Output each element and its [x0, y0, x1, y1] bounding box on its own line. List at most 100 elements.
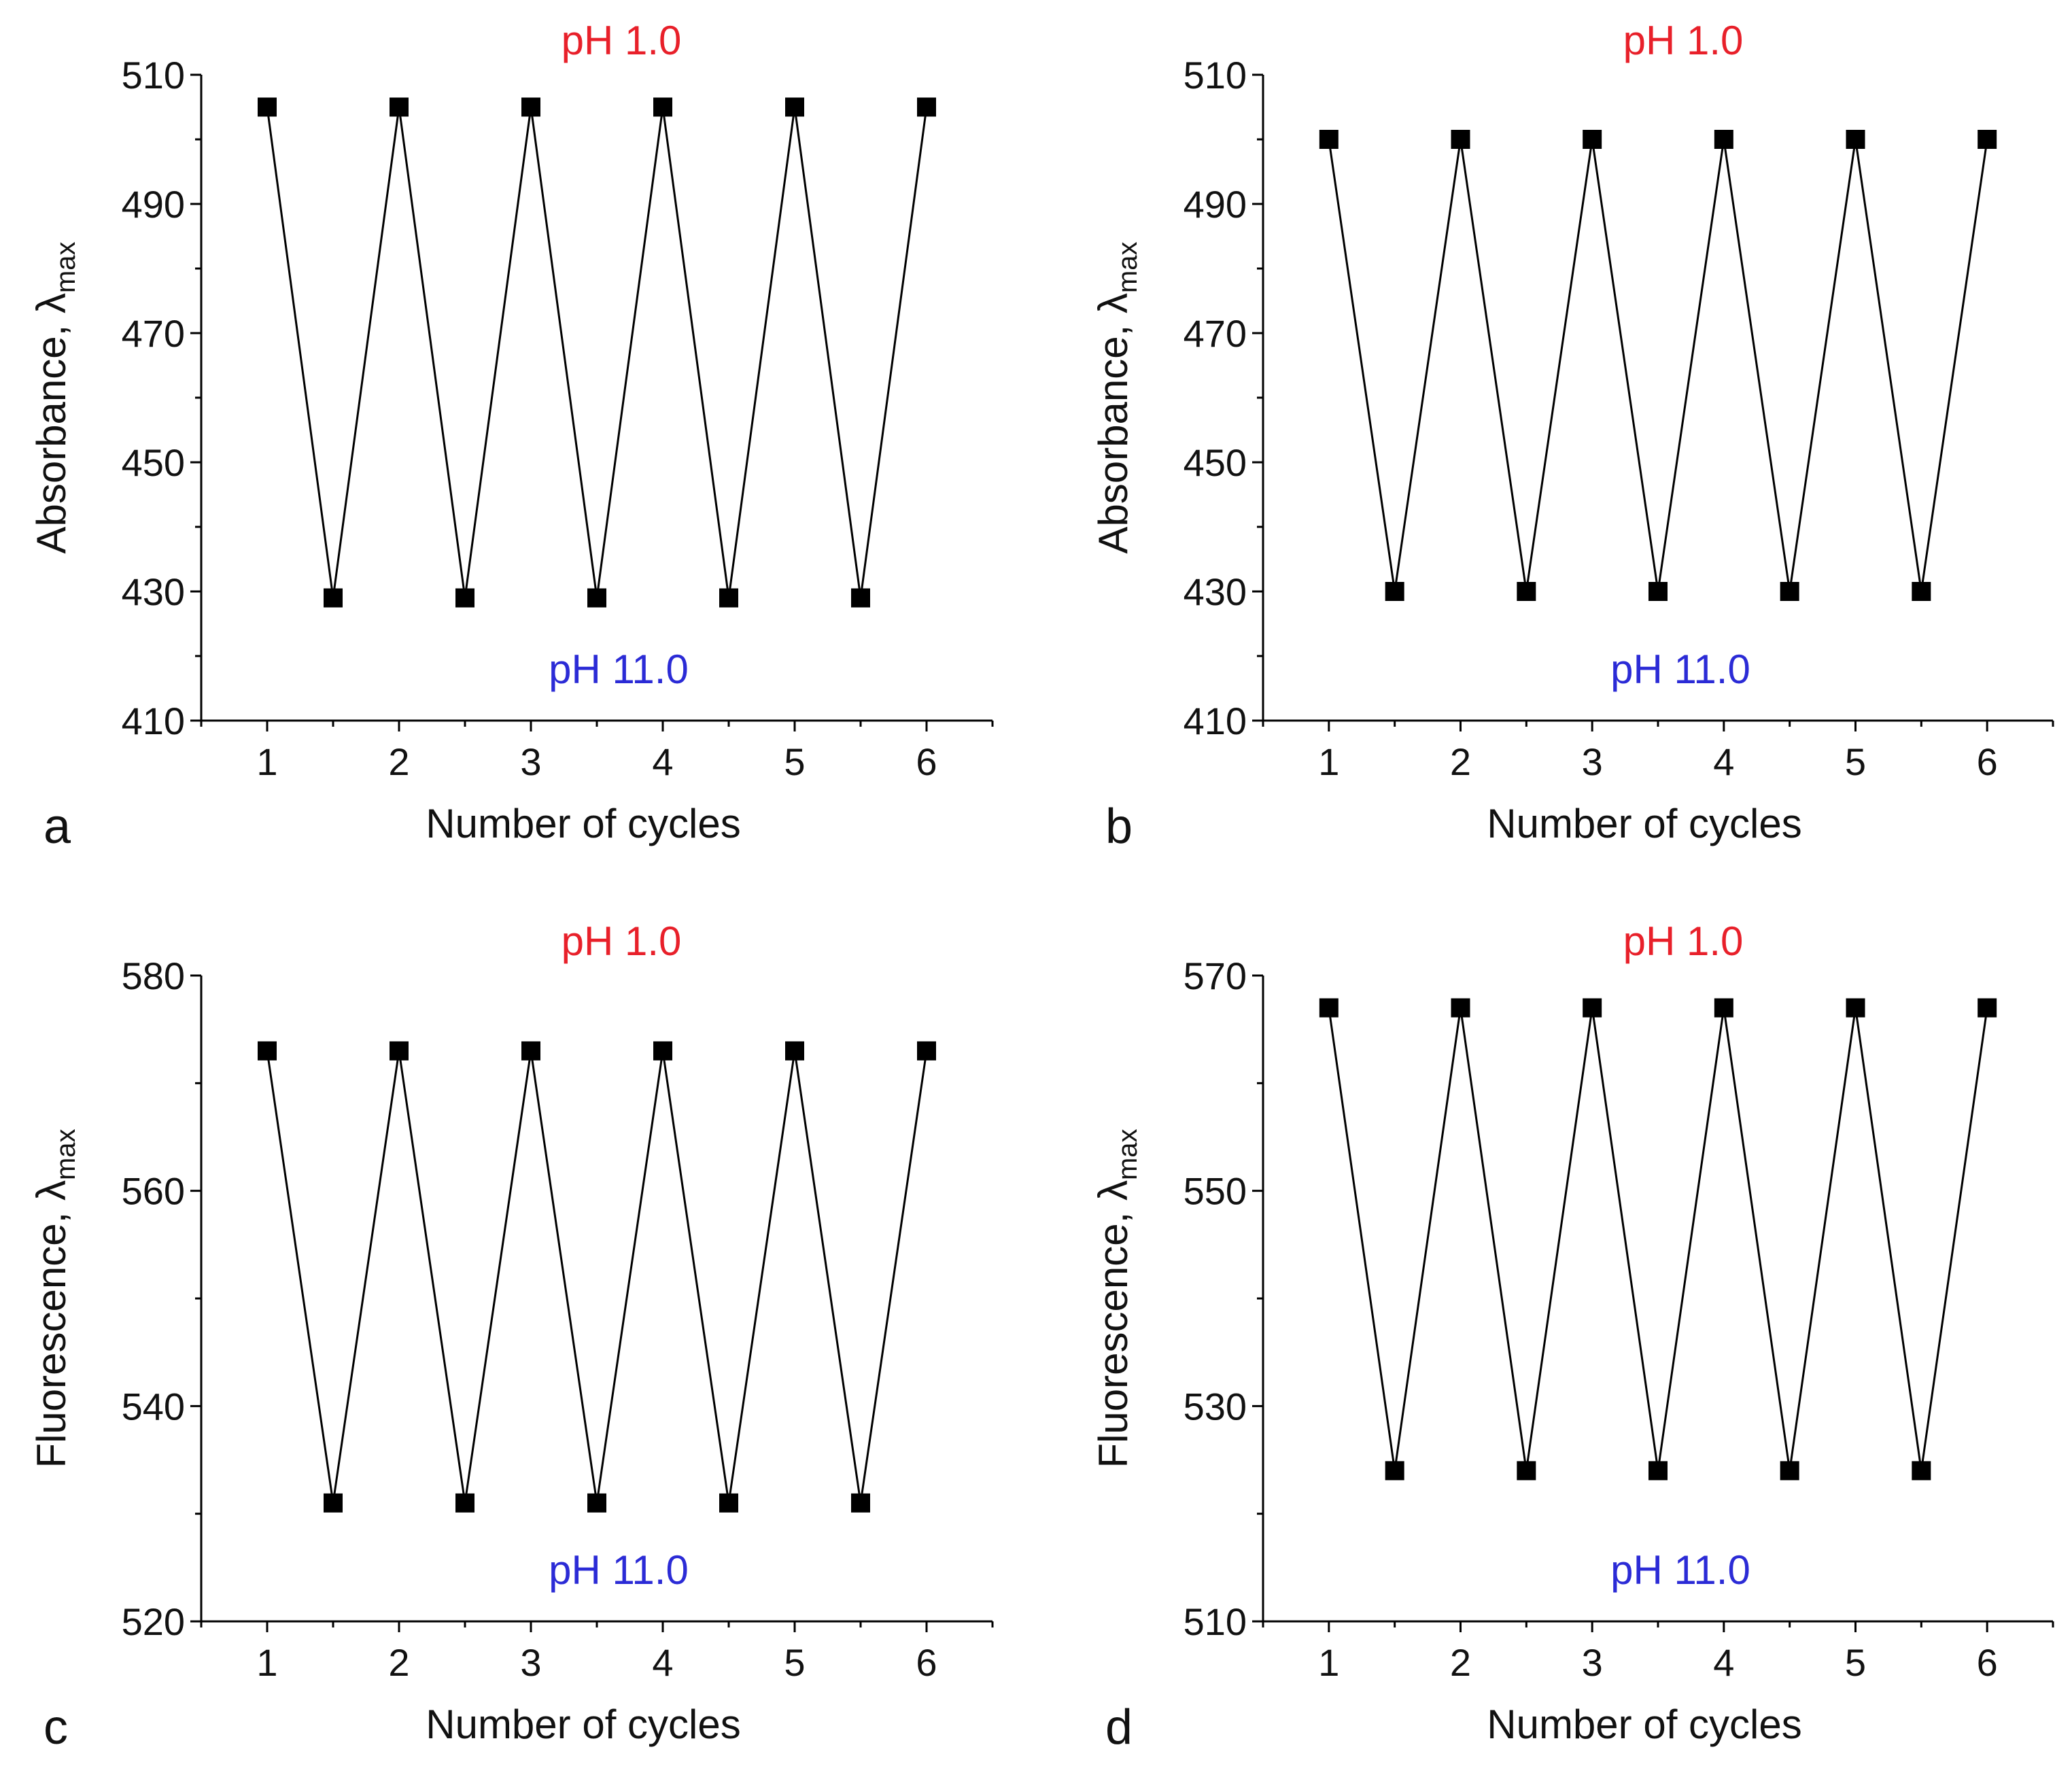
panel-b-y-tick-label: 410 [1184, 700, 1247, 742]
panel-c-series-line [266, 1050, 928, 1504]
panel-b-data-point [1648, 582, 1668, 601]
panel-b-y-axis-title: Absorbance, λmax [1090, 241, 1143, 553]
panel-b-data-point [1714, 130, 1733, 149]
panel-c-y-tick-label: 540 [122, 1385, 185, 1428]
panel-d-y-tick-label: 570 [1184, 954, 1247, 997]
panel-b-data-point [1780, 582, 1799, 601]
panel-d-data-point [1912, 1461, 1931, 1481]
panel-c-x-tick-label: 4 [652, 1641, 673, 1684]
panel-d-data-point [1517, 1461, 1536, 1481]
panel-b-data-point [1912, 582, 1931, 601]
panel-d-data-point [1319, 998, 1339, 1018]
panel-c-data-point [390, 1041, 409, 1061]
panel-d-y-tick-label: 550 [1184, 1170, 1247, 1213]
panel-a-annotation-base: pH 11.0 [549, 647, 689, 692]
panel-c-x-tick-label: 6 [916, 1641, 937, 1684]
panel-c-data-point [653, 1041, 672, 1061]
panel-c-data-point [719, 1493, 738, 1513]
panel-d-letter: d [1105, 1700, 1133, 1755]
panel-b-letter: b [1105, 799, 1133, 854]
panel-d-y-axis-title-subscript: max [1113, 1128, 1143, 1180]
panel-a-y-tick-label: 470 [122, 312, 185, 355]
panel-b-y-tick-label: 470 [1184, 312, 1247, 355]
panel-d-data-point [1780, 1461, 1799, 1481]
panel-a-data-point [324, 588, 343, 608]
panel-d-annotation-acid: pH 1.0 [1623, 918, 1744, 964]
panel-d-data-point [1451, 998, 1470, 1018]
panel-b-y-axis-title-subscript: max [1113, 241, 1143, 293]
panel-d-x-tick-label: 4 [1713, 1641, 1734, 1684]
panel-c-data-point [521, 1041, 540, 1061]
panel-c-x-tick-label: 2 [388, 1641, 409, 1684]
panel-b-data-point [1517, 582, 1536, 601]
panel-d-data-point [1978, 998, 1997, 1018]
panel-a-data-point [258, 97, 277, 117]
panel-b-annotation-acid: pH 1.0 [1623, 18, 1744, 63]
panel-b-x-tick-label: 3 [1582, 740, 1603, 783]
panel-b-y-tick-label: 510 [1184, 54, 1247, 97]
panel-a-x-tick-label: 5 [784, 740, 805, 783]
panel-d-y-tick-label: 510 [1184, 1600, 1247, 1643]
panel-a-x-tick-label: 2 [388, 740, 409, 783]
panel-d-x-tick-label: 5 [1845, 1641, 1866, 1684]
panel-a-y-axis-title-main: Absorbance, λ [29, 293, 74, 554]
panel-b-y-tick-label: 430 [1184, 570, 1247, 613]
panel-b-y-tick-label: 450 [1184, 441, 1247, 484]
panel-a-data-point [455, 588, 474, 608]
panel-b-x-tick-label: 1 [1318, 740, 1339, 783]
panel-b-x-tick-label: 4 [1713, 740, 1734, 783]
panel-b-x-tick-label: 6 [1977, 740, 1998, 783]
panel-a-series-line [266, 107, 928, 598]
panel-d-y-tick-label: 530 [1184, 1385, 1247, 1428]
panel-d-x-axis-title: Number of cycles [1487, 1702, 1801, 1747]
panel-b-y-axis-title-main: Absorbance, λ [1090, 293, 1136, 554]
panel-b-data-point [1451, 130, 1470, 149]
panel-d-data-point [1385, 1461, 1404, 1481]
panel-c-y-axis-title-subscript: max [51, 1128, 81, 1180]
panel-c-x-tick-label: 3 [520, 1641, 541, 1684]
panel-b-data-point [1846, 130, 1865, 149]
panel-d-annotation-base: pH 11.0 [1610, 1547, 1750, 1593]
panel-a-y-tick-label: 490 [122, 183, 185, 226]
panel-c-annotation-base: pH 11.0 [549, 1547, 689, 1593]
panel-d-x-tick-label: 6 [1977, 1641, 1998, 1684]
panel-b-x-tick-label: 2 [1450, 740, 1471, 783]
panel-b: 410 430 450 470 490 510 1 2 3 4 5 6 Number of cycles… [1090, 18, 2054, 854]
panel-c-data-point [785, 1041, 804, 1061]
panel-c-annotation-acid: pH 1.0 [562, 918, 682, 964]
panel-c-y-tick-label: 580 [122, 954, 185, 997]
panel-b-series-line [1328, 139, 1988, 592]
panel-a-data-point [653, 97, 672, 117]
panel-c-y-axis-title: Fluorescence, λmax [29, 1128, 81, 1468]
panel-c-data-point [917, 1041, 936, 1061]
panel-a: 410 430 450 470 490 510 1 2 3 4 5 6 Number of cycles… [29, 18, 994, 854]
panel-a-data-point [851, 588, 870, 608]
panel-a-y-axis-title-subscript: max [51, 241, 81, 293]
panel-a-y-tick-label: 450 [122, 441, 185, 484]
panel-a-data-point [587, 588, 606, 608]
panel-d-y-axis-title-main: Fluorescence, λ [1090, 1180, 1136, 1468]
panel-c-x-tick-label: 1 [256, 1641, 277, 1684]
panel-b-data-point [1978, 130, 1997, 149]
panel-a-data-point [390, 97, 409, 117]
panel-a-x-tick-label: 3 [520, 740, 541, 783]
panel-c-data-point [587, 1493, 606, 1513]
panel-d-series-line [1328, 1007, 1988, 1471]
panel-c-data-point [851, 1493, 870, 1513]
panel-c-x-tick-label: 5 [784, 1641, 805, 1684]
panel-d-x-tick-label: 2 [1450, 1641, 1471, 1684]
panel-c: 520 540 560 580 1 2 3 4 5 6 Number of cycles Fluore… [29, 918, 994, 1755]
panel-d-x-tick-label: 1 [1318, 1641, 1339, 1684]
panel-b-x-axis-title: Number of cycles [1487, 801, 1801, 846]
panel-c-letter: c [44, 1700, 68, 1755]
panel-b-data-point [1319, 130, 1339, 149]
panel-a-x-tick-label: 1 [256, 740, 277, 783]
panel-c-data-point [258, 1041, 277, 1061]
panel-d-data-point [1583, 998, 1602, 1018]
panel-d-x-tick-label: 3 [1582, 1641, 1603, 1684]
panel-c-y-axis-title-main: Fluorescence, λ [29, 1180, 74, 1468]
panel-c-y-tick-label: 520 [122, 1600, 185, 1643]
panel-c-y-tick-label: 560 [122, 1170, 185, 1213]
panel-d-data-point [1648, 1461, 1668, 1481]
